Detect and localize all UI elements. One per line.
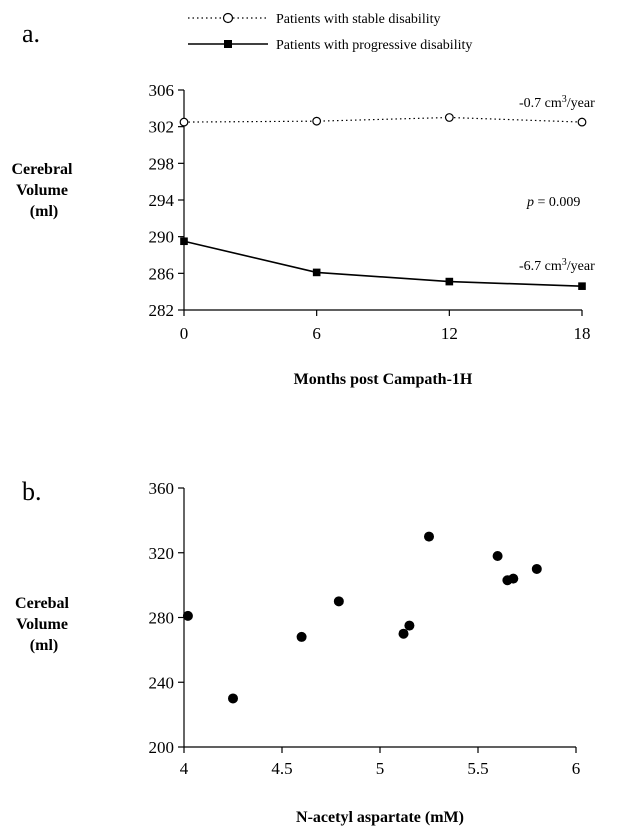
panel-a-y-tick-label: 306	[149, 81, 175, 100]
p-value-annotation: p = 0.009	[526, 195, 580, 210]
panel-b-y-tick-label: 200	[149, 738, 175, 757]
panel-a-x-tick-label: 18	[574, 324, 591, 343]
stable-point	[312, 116, 322, 126]
panel-b-x-tick-label: 4.5	[271, 759, 292, 778]
scatter-point	[508, 573, 519, 584]
panel-b-x-tick-label: 6	[572, 759, 581, 778]
legend-stable-label: Patients with stable disability	[276, 12, 441, 27]
panel-b-ylabel-line-1: Cerebal	[15, 595, 69, 612]
scatter-point	[333, 596, 344, 607]
series-stable-line	[183, 116, 583, 123]
stable-rate-annotation: -0.7 cm3/year	[519, 94, 595, 112]
panel-a-x-ticks: 0 6 12 18	[180, 310, 591, 343]
scatter-point	[531, 563, 542, 574]
panel-b-x-axis-title: N-acetyl aspartate (mM)	[296, 809, 464, 826]
panel-a-y-axis-title: Cerebral Volume (ml)	[11, 161, 76, 220]
panel-a-y-tick-label: 294	[149, 191, 175, 210]
scatter-point	[182, 610, 193, 621]
panel-a-ylabel-line-1: Cerebral	[11, 161, 73, 178]
legend-stable-marker	[222, 12, 234, 24]
scatter-point	[492, 550, 503, 561]
scatter-point	[404, 620, 415, 631]
panel-a-y-ticks: 282 286 290 294 298 302 306	[149, 81, 184, 320]
panel-b-y-tick-label: 360	[149, 479, 175, 498]
p-value-symbol: p	[526, 195, 534, 210]
panel-b-y-axis-title: Cerebal Volume (ml)	[15, 595, 73, 654]
panel-a-y-tick-label: 286	[149, 264, 175, 283]
panel-b-x-tick-label: 4	[180, 759, 189, 778]
panel-a-y-tick-label: 290	[149, 228, 175, 247]
panel-b-label: b.	[22, 477, 42, 506]
legend-progressive-marker	[224, 40, 232, 48]
panel-a-y-tick-label: 298	[149, 154, 175, 173]
progressive-rate-annotation: -6.7 cm3/year	[519, 257, 595, 275]
panel-b-y-ticks: 200 240 280 320 360	[149, 479, 184, 757]
panel-a-x-tick-label: 0	[180, 324, 189, 343]
panel-a-x-tick-label: 12	[441, 324, 458, 343]
panel-b-scatter-chart: b. 200 240 280 320 360 4 4.5 5 5.5 6 Cerebal Vol…	[15, 477, 580, 826]
panel-a-ylabel-line-3: (ml)	[30, 203, 58, 220]
series-progressive-line	[183, 240, 583, 287]
legend-progressive-label: Patients with progressive disability	[276, 38, 472, 53]
progressive-point	[445, 277, 454, 286]
panel-b-points	[182, 531, 542, 704]
stable-point	[444, 113, 454, 122]
panel-b-y-tick-label: 240	[149, 673, 175, 692]
progressive-point	[180, 237, 188, 246]
scatter-point	[296, 631, 307, 642]
panel-a-series	[179, 113, 587, 290]
panel-a-label: a.	[22, 19, 40, 48]
panel-a-ylabel-line-2: Volume	[16, 182, 68, 199]
p-value-text: = 0.009	[534, 195, 580, 210]
stable-point	[577, 117, 587, 127]
scatter-point	[398, 628, 409, 639]
progressive-point	[312, 268, 321, 277]
scatter-point	[228, 693, 238, 704]
panel-b-x-ticks: 4 4.5 5 5.5 6	[180, 747, 581, 778]
panel-a-legend: Patients with stable disability Patients…	[188, 12, 472, 53]
panel-a-x-axis-title: Months post Campath-1H	[294, 371, 473, 388]
panel-b-y-tick-label: 320	[149, 544, 175, 563]
panel-b-y-tick-label: 280	[149, 609, 175, 628]
stable-point	[179, 117, 189, 127]
progressive-point	[578, 282, 586, 290]
panel-a-x-tick-label: 6	[312, 324, 321, 343]
scatter-point	[424, 531, 434, 542]
panel-b-ylabel-line-3: (ml)	[30, 637, 58, 654]
panel-a-y-tick-label: 302	[149, 118, 175, 137]
panel-b-ylabel-line-2: Volume	[16, 616, 68, 633]
panel-b-x-tick-label: 5	[376, 759, 385, 778]
panel-a-y-tick-label: 282	[149, 301, 175, 320]
panel-b-x-tick-label: 5.5	[467, 759, 488, 778]
panel-a-line-chart: a. Patients with stable disability Patie…	[11, 12, 595, 388]
